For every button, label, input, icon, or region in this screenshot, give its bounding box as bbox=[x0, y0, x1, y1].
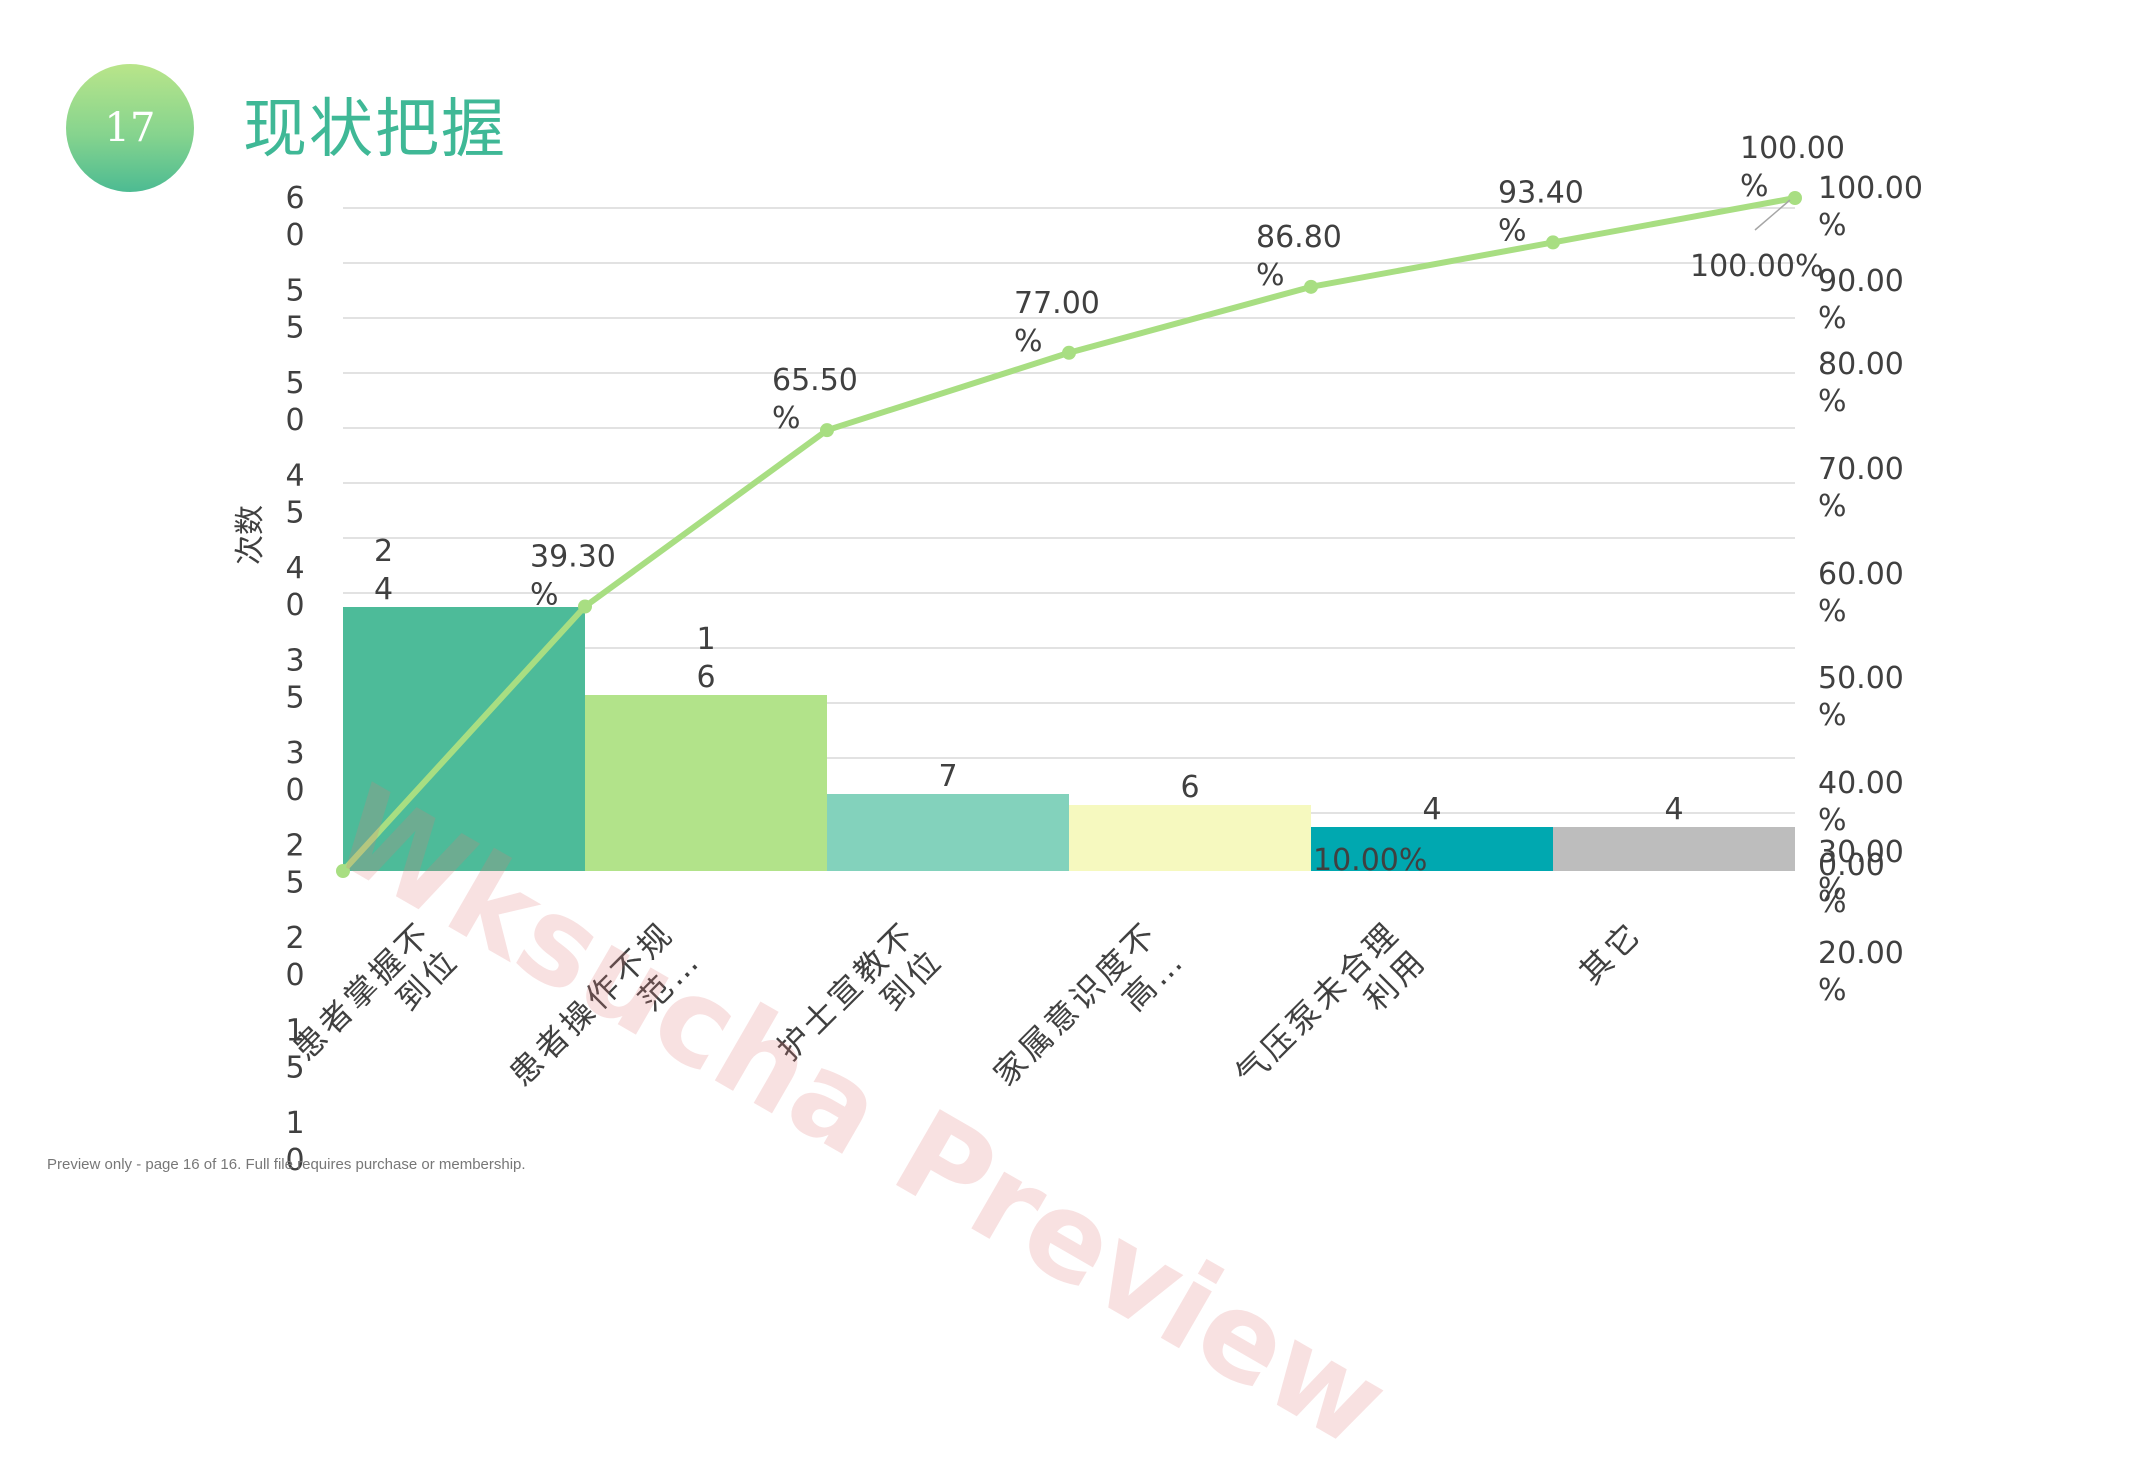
y-right-tick-label: 60.00% bbox=[1818, 557, 1904, 629]
line-data-label: 77.00% bbox=[1014, 286, 1100, 359]
extra-label: 100.00% bbox=[1690, 249, 1823, 284]
y-right-tick-label: 30.00% bbox=[1818, 835, 1904, 907]
bar-5 bbox=[1311, 827, 1553, 871]
bar-data-label: 6 bbox=[1180, 770, 1199, 805]
cumulative-point bbox=[1546, 235, 1560, 250]
preview-footer: Preview only - page 16 of 16. Full file … bbox=[47, 1156, 526, 1173]
cumulative-point bbox=[1788, 191, 1802, 205]
bar-data-label: 4 bbox=[1422, 792, 1441, 827]
slide-number: 17 bbox=[104, 105, 156, 151]
bar-data-label: 7 bbox=[938, 759, 957, 794]
line-data-label: 86.80% bbox=[1256, 220, 1342, 293]
cumulative-point bbox=[1304, 279, 1318, 294]
line-data-label: 93.40% bbox=[1498, 175, 1584, 248]
category-label: 家属意识度不高… bbox=[986, 914, 1192, 1094]
y-right-tick-label: 0.00% bbox=[1818, 848, 1885, 920]
cumulative-point bbox=[1062, 345, 1076, 360]
line-data-label: 100.00% bbox=[1740, 131, 1845, 204]
line-data-label: 39.30% bbox=[530, 540, 616, 613]
y-right-tick-label: 100.00% bbox=[1818, 171, 1923, 243]
line-data-label: 65.50% bbox=[772, 363, 858, 436]
y-right-tick-label: 40.00% bbox=[1818, 766, 1904, 838]
extra-label: 10.00% bbox=[1313, 843, 1427, 878]
category-label-line: 其它 bbox=[1572, 914, 1650, 992]
bar-2 bbox=[585, 695, 827, 871]
page-title: 现状把握 bbox=[243, 93, 507, 167]
y-right-tick-label: 80.00% bbox=[1818, 347, 1904, 419]
y-axis-label: 次数 bbox=[233, 505, 268, 565]
bar-4 bbox=[1069, 805, 1311, 871]
cumulative-point bbox=[578, 599, 592, 614]
bar-3 bbox=[827, 794, 1069, 871]
category-label: 其它 bbox=[1572, 914, 1650, 992]
bar-data-label: 4 bbox=[1664, 792, 1683, 827]
leader-line bbox=[1754, 199, 1791, 231]
cumulative-point bbox=[820, 423, 834, 438]
cumulative-point bbox=[336, 864, 350, 878]
bar-6 bbox=[1553, 827, 1795, 871]
y-right-tick-label: 20.00% bbox=[1818, 936, 1904, 1008]
y-right-tick-label: 50.00% bbox=[1818, 661, 1904, 733]
y-right-tick-label: 70.00% bbox=[1818, 452, 1904, 524]
y-right-tick-label: 90.00% bbox=[1818, 264, 1904, 336]
slide-number-badge: 17 bbox=[66, 64, 194, 192]
